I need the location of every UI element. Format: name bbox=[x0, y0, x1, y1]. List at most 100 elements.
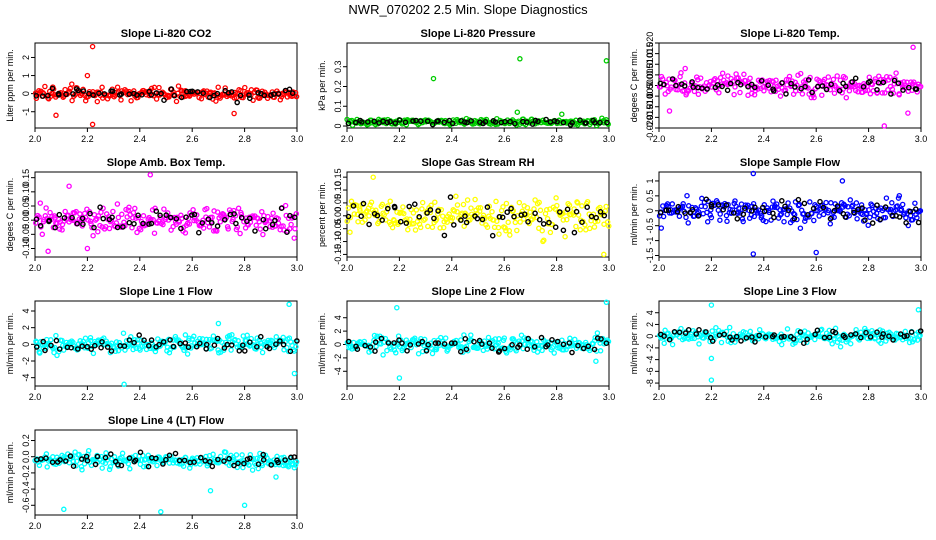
reference-point bbox=[566, 340, 573, 346]
data-point bbox=[560, 347, 567, 353]
reference-point bbox=[573, 208, 580, 215]
reference-point bbox=[392, 120, 399, 126]
panel-7: Slope Line 1 Flow 2.0 2.2 2.4 2.6 2.8 3.0 -4 -2 0… bbox=[5, 286, 303, 402]
reference-point bbox=[908, 329, 915, 335]
data-point bbox=[724, 218, 730, 225]
reference-point bbox=[183, 214, 189, 220]
y-tick-label: 0.015 bbox=[645, 42, 655, 65]
reference-point bbox=[819, 83, 826, 89]
data-point bbox=[140, 213, 147, 219]
data-point bbox=[747, 75, 753, 81]
data-point bbox=[107, 463, 114, 470]
reference-point bbox=[126, 337, 133, 343]
reference-point bbox=[917, 328, 924, 334]
data-point bbox=[368, 199, 375, 205]
outlier-point bbox=[750, 251, 757, 257]
data-point bbox=[98, 209, 104, 216]
data-point bbox=[217, 95, 223, 101]
reference-point bbox=[462, 335, 469, 342]
data-point bbox=[696, 341, 702, 347]
reference-point bbox=[797, 329, 804, 335]
data-point bbox=[111, 454, 118, 460]
reference-point bbox=[160, 339, 167, 345]
reference-point bbox=[244, 218, 250, 225]
reference-point bbox=[907, 208, 914, 215]
data-point bbox=[44, 464, 50, 470]
data-point bbox=[512, 219, 519, 226]
reference-point bbox=[815, 83, 821, 90]
x-tick-label: 2.6 bbox=[498, 134, 511, 144]
reference-point bbox=[372, 339, 379, 345]
reference-point bbox=[176, 457, 183, 464]
data-point bbox=[270, 210, 276, 216]
x-tick-label: 2.6 bbox=[810, 392, 823, 402]
data-point bbox=[597, 348, 604, 354]
reference-point bbox=[779, 197, 785, 204]
reference-point bbox=[891, 77, 898, 84]
reference-point bbox=[716, 332, 723, 339]
reference-point bbox=[61, 215, 68, 221]
reference-point bbox=[597, 208, 604, 215]
reference-point bbox=[852, 331, 859, 337]
reference-point bbox=[496, 348, 503, 354]
panel-9: Slope Line 3 Flow 2.0 2.2 2.4 2.6 2.8 3.0 -8 -6 -… bbox=[629, 286, 927, 402]
reference-point bbox=[246, 215, 253, 222]
data-point bbox=[351, 211, 358, 217]
data-point bbox=[81, 461, 88, 467]
reference-point bbox=[560, 227, 567, 234]
y-tick-label: 0.10 bbox=[333, 181, 343, 199]
reference-point bbox=[682, 330, 689, 336]
reference-point bbox=[272, 217, 278, 224]
reference-point bbox=[153, 455, 159, 462]
data-point bbox=[160, 221, 166, 228]
data-point bbox=[95, 228, 101, 235]
data-point bbox=[89, 224, 95, 231]
data-point bbox=[872, 76, 879, 82]
data-point bbox=[206, 336, 213, 343]
data-point bbox=[584, 198, 591, 205]
data-point bbox=[878, 340, 884, 346]
data-point bbox=[178, 215, 185, 222]
x-tick-label: 2.2 bbox=[393, 134, 406, 144]
reference-point bbox=[486, 340, 493, 346]
reference-point bbox=[560, 341, 567, 348]
data-point bbox=[208, 345, 215, 351]
data-point bbox=[554, 202, 560, 209]
x-tick-label: 2.2 bbox=[81, 134, 94, 144]
reference-point bbox=[145, 463, 152, 470]
reference-point bbox=[170, 343, 177, 350]
reference-point bbox=[571, 229, 578, 236]
data-point bbox=[68, 338, 75, 344]
reference-point bbox=[801, 200, 808, 207]
reference-point bbox=[268, 92, 274, 98]
panel-title: Slope Sample Flow bbox=[740, 157, 841, 169]
y-tick-label: 0.005 bbox=[645, 64, 655, 87]
reference-point bbox=[284, 229, 290, 235]
reference-point bbox=[118, 91, 125, 97]
reference-point bbox=[817, 198, 823, 205]
data-point bbox=[606, 223, 612, 229]
data-point bbox=[290, 462, 296, 468]
reference-point bbox=[221, 345, 228, 351]
reference-point bbox=[524, 346, 531, 353]
data-point bbox=[811, 94, 817, 101]
reference-point bbox=[869, 220, 876, 226]
data-point bbox=[726, 324, 733, 331]
panel-title: Slope Gas Stream RH bbox=[421, 157, 534, 169]
data-point bbox=[866, 74, 873, 80]
data-point bbox=[405, 226, 411, 233]
data-point bbox=[362, 217, 368, 223]
y-tick-label: -0.05 bbox=[21, 224, 31, 245]
data-point bbox=[226, 335, 232, 342]
data-point bbox=[573, 223, 579, 230]
data-point bbox=[214, 338, 220, 345]
outlier-point bbox=[514, 109, 521, 115]
data-point bbox=[90, 350, 97, 357]
x-tick-label: 2.6 bbox=[186, 263, 199, 273]
y-tick-label: 0.010 bbox=[645, 53, 655, 76]
reference-point bbox=[827, 215, 834, 222]
reference-point bbox=[33, 344, 40, 350]
y-tick-label: 1 bbox=[21, 73, 31, 78]
x-tick-label: 2.2 bbox=[705, 263, 718, 273]
reference-point bbox=[489, 232, 496, 239]
